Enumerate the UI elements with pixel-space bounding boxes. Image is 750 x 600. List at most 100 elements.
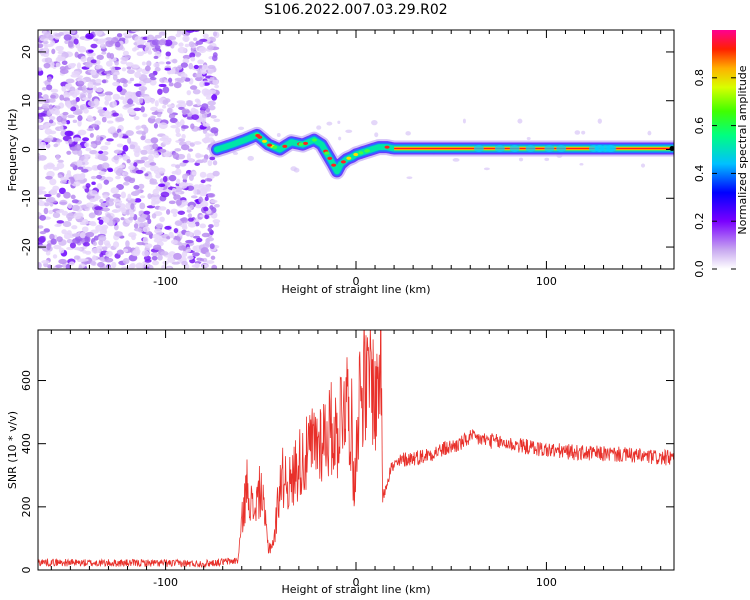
noise-speckle bbox=[103, 206, 109, 212]
noise-speckle bbox=[149, 162, 157, 166]
noise-speckle bbox=[170, 208, 178, 214]
noise-speckle bbox=[374, 132, 379, 138]
noise-speckle bbox=[80, 55, 87, 63]
noise-speckle bbox=[193, 37, 198, 42]
noise-speckle bbox=[58, 31, 64, 36]
noise-speckle bbox=[59, 199, 68, 206]
noise-speckle bbox=[158, 61, 165, 65]
noise-speckle bbox=[69, 261, 75, 266]
noise-speckle bbox=[153, 169, 160, 175]
noise-speckle bbox=[144, 243, 153, 249]
noise-speckle bbox=[43, 207, 49, 215]
noise-speckle bbox=[115, 175, 121, 180]
noise-speckle bbox=[105, 200, 115, 207]
signal-blob bbox=[556, 145, 567, 153]
noise-speckle bbox=[140, 156, 149, 161]
noise-speckle bbox=[50, 88, 59, 93]
noise-speckle bbox=[159, 216, 165, 223]
noise-speckle bbox=[53, 244, 62, 250]
noise-speckle bbox=[198, 196, 203, 203]
noise-speckle bbox=[199, 81, 205, 88]
noise-speckle bbox=[38, 155, 47, 161]
noise-speckle bbox=[103, 179, 110, 185]
noise-speckle bbox=[157, 254, 163, 261]
noise-speckle bbox=[162, 140, 171, 145]
noise-speckle bbox=[38, 43, 44, 49]
noise-speckle bbox=[105, 242, 111, 249]
noise-speckle bbox=[38, 92, 43, 97]
noise-speckle bbox=[191, 114, 200, 120]
noise-speckle bbox=[132, 47, 137, 52]
noise-speckle bbox=[209, 156, 216, 161]
noise-speckle bbox=[146, 34, 155, 42]
noise-speckle bbox=[90, 59, 97, 64]
noise-speckle bbox=[66, 170, 72, 176]
noise-speckle bbox=[133, 162, 138, 167]
noise-speckle bbox=[47, 196, 56, 203]
noise-speckle bbox=[162, 86, 170, 94]
noise-speckle bbox=[43, 45, 49, 52]
noise-speckle bbox=[50, 40, 56, 46]
noise-speckle bbox=[101, 116, 107, 123]
noise-speckle bbox=[96, 58, 101, 66]
noise-speckle bbox=[101, 51, 107, 55]
noise-speckle bbox=[84, 142, 90, 148]
noise-speckle bbox=[208, 224, 214, 229]
noise-speckle bbox=[43, 62, 51, 69]
noise-speckle bbox=[105, 37, 113, 41]
snr-xtick-label: 100 bbox=[536, 576, 557, 589]
noise-speckle bbox=[71, 99, 77, 107]
noise-speckle bbox=[128, 165, 136, 171]
signal-blob bbox=[331, 163, 337, 167]
noise-speckle bbox=[54, 109, 60, 116]
noise-speckle bbox=[122, 153, 128, 161]
noise-speckle bbox=[143, 95, 152, 101]
noise-speckle bbox=[59, 94, 65, 101]
noise-speckle bbox=[114, 41, 121, 48]
noise-speckle bbox=[120, 217, 125, 221]
noise-speckle bbox=[56, 162, 65, 169]
noise-speckle bbox=[134, 150, 140, 158]
noise-speckle bbox=[195, 237, 203, 243]
noise-speckle bbox=[164, 67, 172, 71]
noise-speckle bbox=[90, 43, 98, 49]
noise-speckle bbox=[105, 250, 113, 258]
noise-speckle bbox=[131, 94, 136, 101]
noise-speckle bbox=[160, 191, 170, 198]
signal-blob bbox=[353, 152, 359, 157]
noise-speckle bbox=[137, 216, 146, 223]
noise-speckle bbox=[57, 159, 64, 163]
noise-speckle bbox=[167, 107, 173, 114]
noise-speckle bbox=[182, 108, 187, 116]
signal-blob bbox=[340, 160, 346, 164]
noise-speckle bbox=[181, 251, 188, 258]
noise-speckle bbox=[66, 230, 72, 235]
noise-speckle bbox=[63, 34, 72, 41]
noise-speckle bbox=[102, 194, 109, 199]
noise-speckle bbox=[64, 39, 69, 45]
noise-speckle bbox=[70, 194, 76, 200]
noise-speckle bbox=[185, 109, 190, 114]
noise-speckle bbox=[206, 260, 215, 264]
noise-speckle bbox=[171, 261, 181, 265]
noise-speckle bbox=[204, 177, 212, 182]
noise-speckle bbox=[147, 218, 152, 225]
noise-speckle bbox=[128, 177, 136, 184]
noise-speckle bbox=[174, 220, 183, 227]
noise-speckle bbox=[106, 213, 112, 218]
noise-speckle bbox=[98, 219, 104, 225]
noise-speckle bbox=[82, 85, 87, 91]
noise-speckle bbox=[173, 194, 181, 201]
noise-speckle bbox=[150, 115, 156, 120]
noise-speckle bbox=[169, 117, 178, 123]
noise-speckle bbox=[211, 94, 218, 101]
noise-speckle bbox=[39, 230, 47, 235]
noise-speckle bbox=[127, 137, 132, 144]
noise-speckle bbox=[152, 233, 160, 239]
noise-speckle bbox=[51, 48, 56, 55]
noise-speckle bbox=[199, 223, 207, 229]
noise-speckle bbox=[69, 242, 76, 249]
noise-speckle bbox=[175, 132, 182, 137]
noise-speckle bbox=[77, 46, 87, 53]
noise-speckle bbox=[38, 140, 44, 148]
